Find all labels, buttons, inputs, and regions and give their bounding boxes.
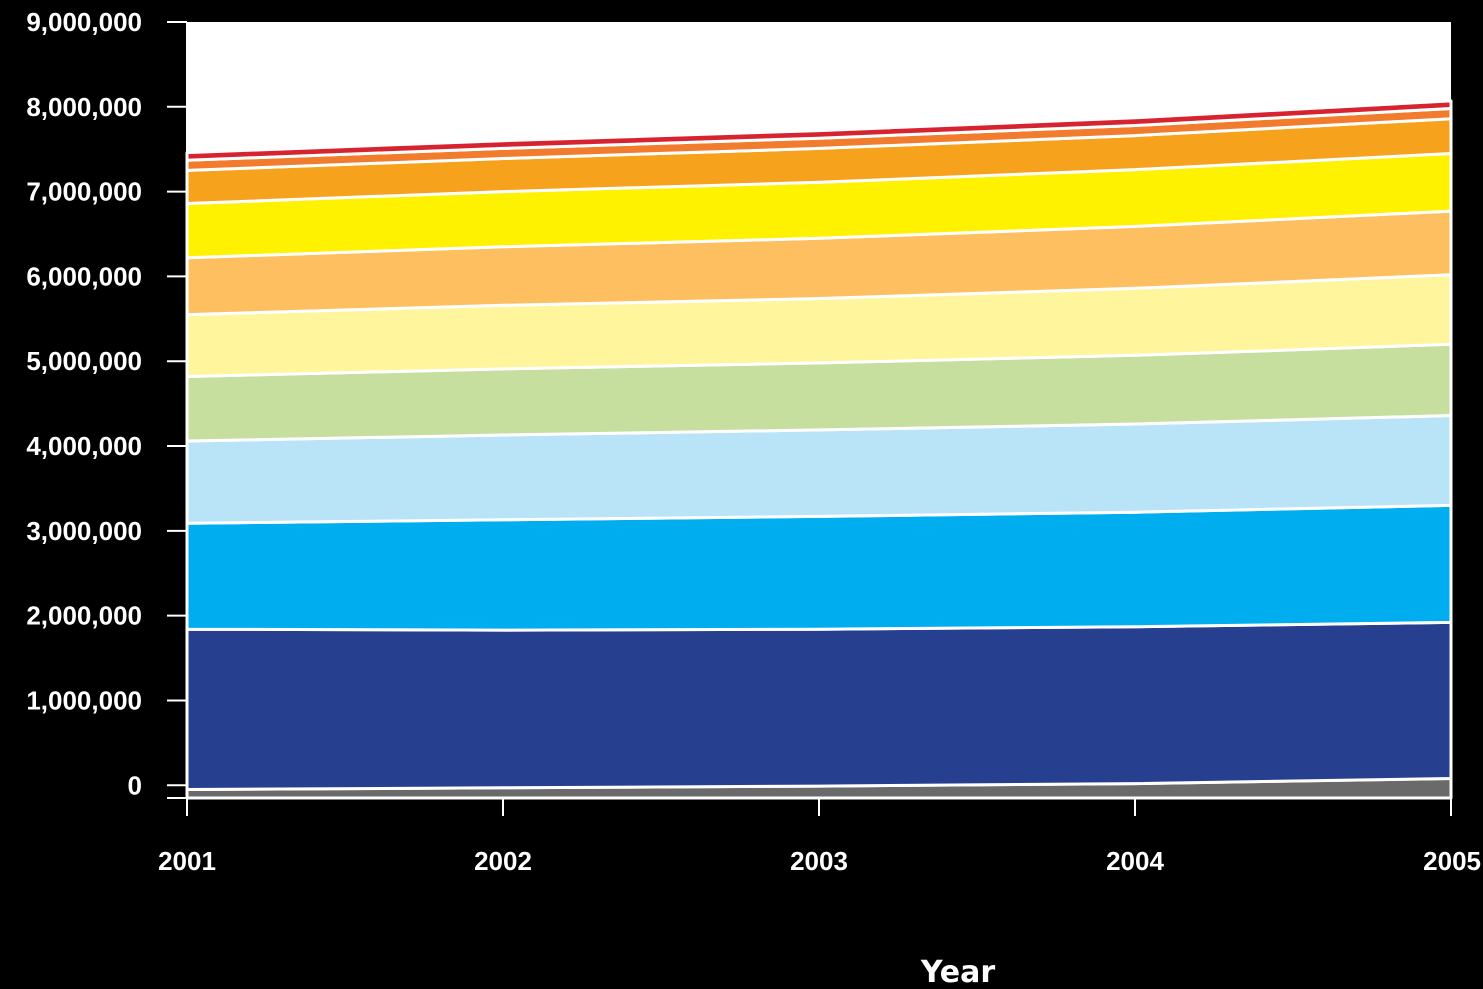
x-axis-title: Year (920, 955, 996, 989)
y-tick-label: 7,000,000 (26, 177, 142, 207)
y-tick-label: 6,000,000 (26, 261, 142, 291)
x-tick-label: 2005 (1423, 846, 1481, 876)
y-tick-label: 0 (128, 770, 142, 800)
x-tick-label: 2004 (1106, 846, 1164, 876)
area-series-3 (185, 503, 1453, 632)
axes: 0 1,000,000 2,000,000 3,000,000 4,000,000 5,0… (26, 7, 1481, 876)
y-tick-label: 9,000,000 (26, 7, 142, 37)
series-areas (185, 99, 1453, 800)
y-tick-label: 1,000,000 (26, 685, 142, 715)
x-tick-label: 2001 (158, 846, 216, 876)
y-tick-label: 3,000,000 (26, 516, 142, 546)
y-tick-label: 5,000,000 (26, 346, 142, 376)
x-tick-label: 2002 (474, 846, 532, 876)
area-series-2 (185, 620, 1453, 791)
y-tick-label: 8,000,000 (26, 92, 142, 122)
y-tick-label: 2,000,000 (26, 601, 142, 631)
y-tick-label: 4,000,000 (26, 431, 142, 461)
x-tick-label: 2003 (790, 846, 848, 876)
area-series-11 (185, 99, 1453, 162)
